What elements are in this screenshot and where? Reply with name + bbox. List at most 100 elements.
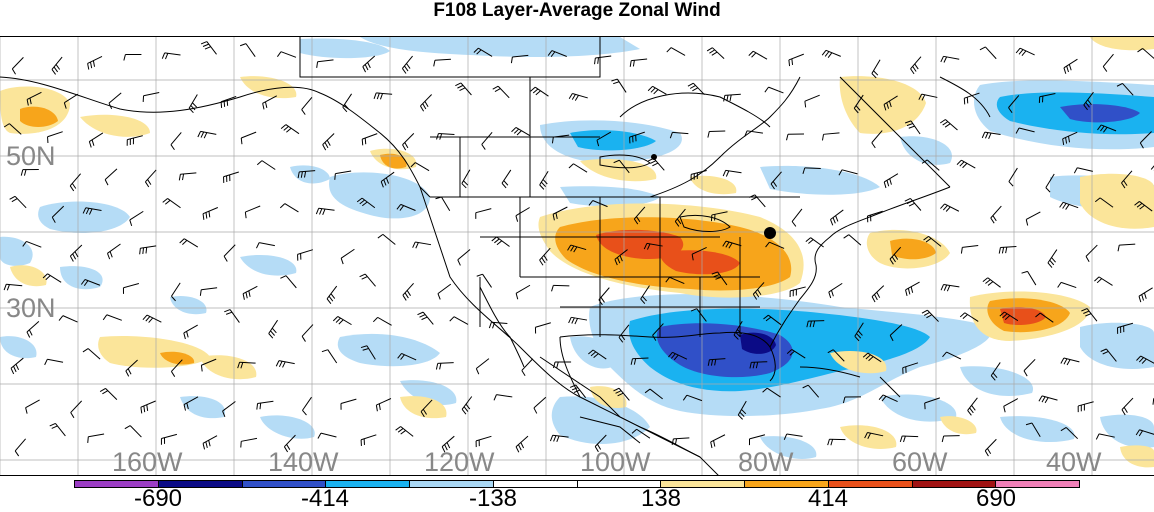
lon-label-120w: 120W	[424, 449, 495, 476]
wind-barb	[123, 283, 138, 293]
wind-barb	[316, 208, 334, 215]
wind-barb	[787, 134, 804, 140]
wind-barb	[125, 426, 142, 437]
wind-barb	[124, 54, 142, 60]
wind-barb	[224, 245, 235, 262]
wind-barb	[333, 316, 351, 324]
wind-barb	[553, 362, 571, 368]
colorbar-label: 690	[976, 487, 1016, 511]
wind-barb	[1064, 59, 1078, 74]
wind-barb	[71, 401, 82, 418]
wind-barb	[403, 133, 414, 150]
wind-barb	[708, 131, 725, 138]
wind-barb	[257, 401, 274, 409]
colorbar-label: 138	[641, 487, 681, 511]
anomaly-shading	[0, 37, 1154, 467]
wind-barb	[88, 434, 104, 443]
wind-barb	[1039, 396, 1058, 403]
colorbar-label: -414	[301, 487, 349, 511]
wind-barb	[961, 246, 978, 254]
wind-barb	[595, 56, 612, 64]
wind-barb	[1118, 244, 1135, 251]
wind-barb	[88, 56, 102, 69]
wind-barb	[396, 426, 414, 436]
wind-barb	[343, 94, 352, 112]
wind-barb	[256, 243, 274, 249]
wind-barb	[462, 170, 470, 188]
wind-barb	[648, 86, 666, 94]
wind-barb	[127, 136, 143, 146]
wind-barb	[872, 60, 880, 78]
wind-barb	[224, 310, 239, 323]
wind-barb	[184, 325, 198, 339]
lon-label-100w: 100W	[580, 449, 651, 476]
wind-barb	[341, 399, 356, 410]
wind-barb	[171, 132, 181, 149]
wind-barb	[224, 172, 239, 183]
wind-barb	[980, 47, 996, 59]
wind-barb	[906, 282, 920, 296]
wind-barb	[83, 349, 100, 360]
wind-barb	[103, 315, 122, 321]
wind-barb	[872, 286, 884, 302]
wind-barb	[792, 209, 802, 227]
wind-barb	[482, 132, 492, 149]
wind-barb	[534, 397, 546, 413]
wind-barb	[363, 56, 375, 72]
wind-barb	[378, 234, 395, 244]
wind-barb	[1138, 48, 1154, 59]
wind-barb	[59, 316, 78, 322]
wind-barb	[402, 56, 412, 73]
wind-barb	[436, 197, 450, 211]
wind-barb	[70, 245, 82, 262]
wind-barb	[27, 321, 39, 337]
wind-barb	[667, 48, 685, 56]
wind-barb	[1058, 282, 1077, 287]
wind-barb	[322, 350, 337, 363]
wind-barb	[269, 320, 278, 338]
wind-barb	[10, 196, 27, 208]
wind-barb	[263, 96, 277, 110]
wind-barb	[822, 50, 841, 57]
wind-barb	[540, 248, 551, 265]
wind-barb	[26, 400, 40, 414]
wind-barb	[245, 206, 260, 218]
map-panel: 50N 30N 160W 140W 120W 100W 80W 60W 40W	[0, 36, 1154, 476]
lat-label-50n: 50N	[6, 143, 56, 170]
wind-barb	[1004, 399, 1018, 413]
wind-barb	[569, 317, 587, 324]
wind-barb	[70, 174, 80, 191]
wind-barb	[516, 436, 528, 452]
wind-barb	[502, 170, 511, 188]
wind-barb	[1026, 212, 1040, 226]
wind-barb	[535, 323, 550, 334]
wind-barb	[494, 395, 512, 401]
wind-barb	[911, 57, 921, 74]
wind-barb	[100, 388, 117, 399]
lon-label-160w: 160W	[112, 449, 183, 476]
wind-barb	[884, 174, 898, 188]
wind-barb	[373, 317, 391, 325]
wind-barb	[1022, 271, 1036, 285]
wind-barb	[477, 274, 492, 287]
wind-barb	[1139, 288, 1153, 302]
wind-barb	[403, 283, 414, 300]
colorbar	[74, 480, 1080, 488]
wind-barb	[280, 204, 298, 212]
wind-barb	[476, 359, 489, 375]
wind-barb	[143, 93, 159, 102]
wind-barb	[413, 242, 431, 248]
wind-barb	[434, 59, 451, 66]
wind-barb	[361, 435, 376, 446]
wind-barb	[4, 284, 22, 290]
wind-barb	[985, 439, 996, 456]
lon-label-40w: 40W	[1046, 449, 1102, 476]
wind-barb	[493, 86, 509, 98]
wind-barb	[145, 170, 156, 187]
wind-barb	[1024, 359, 1035, 376]
wind-barb	[341, 249, 354, 264]
wind-barb	[52, 57, 62, 74]
lon-label-140w: 140W	[268, 449, 339, 476]
wind-barb	[1009, 168, 1018, 186]
wind-barb	[711, 435, 725, 448]
